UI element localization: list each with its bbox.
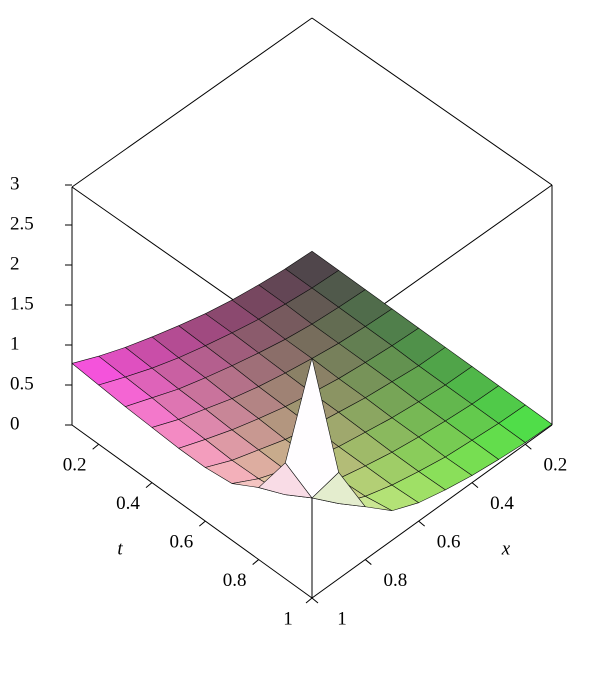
x-tick <box>418 520 425 527</box>
x-tick-label: 0.8 <box>383 570 407 591</box>
z-tick-label: 1.5 <box>10 293 34 314</box>
x-tick-label: 0.6 <box>437 531 461 552</box>
x-tick <box>525 443 532 450</box>
z-tick-label: 1 <box>10 333 20 354</box>
box-edge <box>71 424 313 599</box>
x-axis-label: x <box>501 538 511 559</box>
z-tick-label: 2.5 <box>10 213 34 234</box>
box-edge <box>311 424 553 599</box>
t-tick-label: 0.8 <box>223 570 247 591</box>
z-tick-label: 2 <box>10 253 20 274</box>
z-tick-label: 3 <box>10 173 20 194</box>
t-tick-label: 0.6 <box>169 531 193 552</box>
z-tick-label: 0 <box>10 413 20 434</box>
t-tick <box>199 520 206 527</box>
x-tick-label: 0.4 <box>490 493 514 514</box>
x-tick <box>471 482 479 489</box>
t-tick <box>252 559 259 565</box>
t-tick-label: 1 <box>283 608 293 629</box>
surface <box>71 250 553 512</box>
t-tick <box>92 443 99 450</box>
box-edge <box>71 17 313 188</box>
x-tick-label: 0.2 <box>543 455 567 476</box>
t-tick <box>305 597 313 604</box>
t-tick <box>145 482 153 489</box>
x-tick <box>311 597 319 604</box>
box-edge <box>311 17 553 186</box>
t-axis-label: t <box>117 538 123 559</box>
z-tick-label: 0.5 <box>10 373 34 394</box>
t-tick-label: 0.2 <box>63 455 87 476</box>
x-tick <box>365 559 372 565</box>
t-tick-label: 0.4 <box>116 493 140 514</box>
axes: 0 0.5 1 1.5 2 2.5 3 0.2 0.4 0.6 0.8 1 0.2 0.4 0.6 0.8 1 <box>10 173 567 629</box>
surface-patch <box>285 357 339 499</box>
x-tick-label: 1 <box>337 608 347 629</box>
